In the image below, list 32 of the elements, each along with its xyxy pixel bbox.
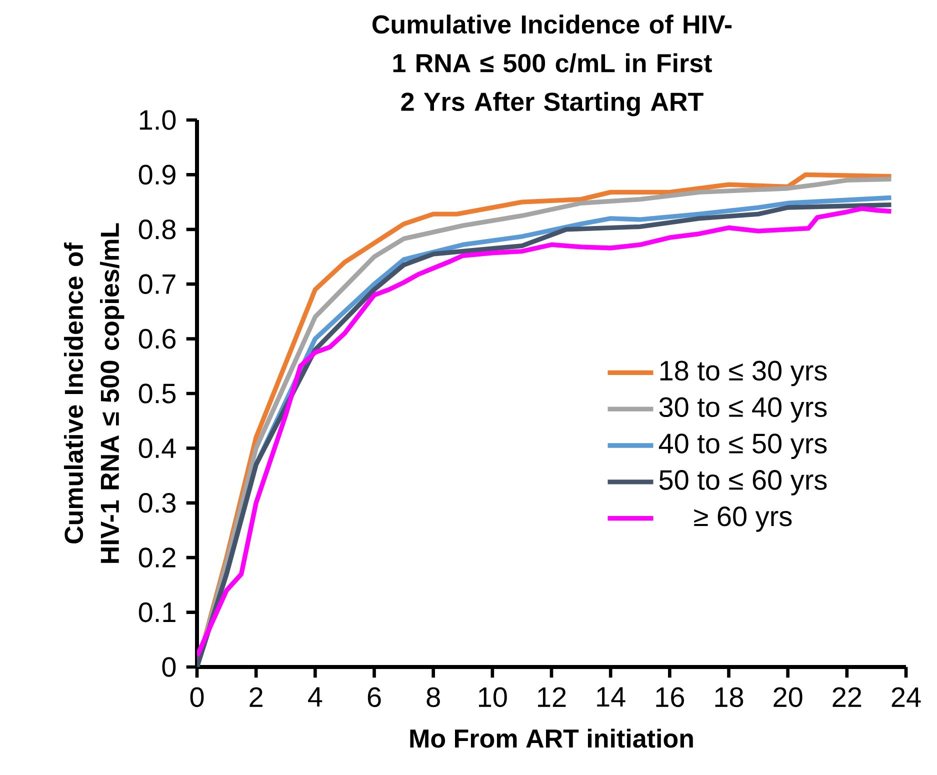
y-tick-label: 0 bbox=[162, 657, 176, 677]
x-tick-label: 14 bbox=[597, 687, 626, 707]
legend-label: 40 to ≤ 50 yrs bbox=[658, 434, 827, 460]
x-tick-label: 12 bbox=[538, 687, 566, 707]
legend-label: ≥ 60 yrs bbox=[694, 506, 792, 532]
x-tick-label: 4 bbox=[308, 687, 322, 707]
y-tick-label: 0.8 bbox=[138, 219, 176, 240]
y-tick-label: 0.6 bbox=[138, 328, 176, 349]
legend-label: 50 to ≤ 60 yrs bbox=[659, 470, 827, 496]
y-axis-title: Cumulative Incidence of HIV-1 RNA ≤ 500 copies/mL bbox=[64, 223, 124, 563]
x-axis-title: Mo From ART initiation bbox=[410, 728, 693, 748]
x-tick-label: 2 bbox=[250, 687, 262, 707]
x-tick-label: 24 bbox=[892, 687, 921, 707]
y-tick-label: 0.2 bbox=[138, 548, 176, 568]
y-tick-label: 1.0 bbox=[140, 110, 176, 130]
x-tick-label: 8 bbox=[426, 687, 440, 708]
y-tick-label: 0.3 bbox=[138, 492, 176, 513]
y-tick-label: 0.1 bbox=[138, 602, 176, 622]
y-tick-label: 0.4 bbox=[138, 438, 176, 458]
y-tick-label: 0.5 bbox=[138, 384, 176, 404]
legend-label: 30 to ≤ 40 yrs bbox=[659, 397, 827, 423]
x-tick-label: 0 bbox=[190, 687, 204, 708]
x-tick-label: 6 bbox=[368, 687, 381, 708]
y-tick-label: 0.7 bbox=[138, 274, 176, 294]
x-tick-label: 18 bbox=[715, 687, 744, 708]
x-tick-label: 16 bbox=[656, 687, 684, 708]
chart-title: Cumulative Incidence of HIV-1 RNA ≤ 500 c/mL in First 2 Yrs After Starting ART bbox=[372, 14, 732, 116]
x-tick-label: 22 bbox=[832, 687, 862, 707]
x-tick-label: 10 bbox=[478, 687, 507, 708]
y-tick-label: 0.9 bbox=[138, 164, 176, 185]
legend-label: 18 to ≤ 30 yrs bbox=[660, 360, 827, 386]
x-tick-label: 20 bbox=[774, 687, 802, 708]
